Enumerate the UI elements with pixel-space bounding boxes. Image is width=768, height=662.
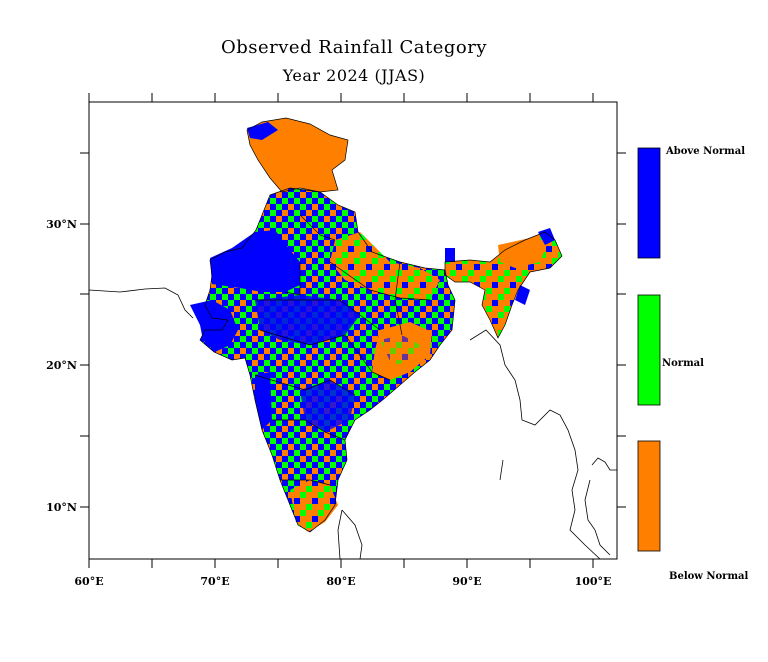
x-tick-label: 60°E — [74, 575, 103, 588]
chart-title: Observed Rainfall Category — [220, 37, 488, 58]
coastline-peninsula — [584, 479, 611, 556]
legend-swatch-below-normal — [637, 440, 661, 552]
x-tick-label: 70°E — [200, 575, 229, 588]
y-tick-label: 20°N — [46, 359, 77, 372]
x-axis: 60°E 70°E 80°E 90°E 100°E — [74, 93, 611, 588]
legend-label: Above Normal — [665, 146, 745, 157]
state-boundaries — [199, 117, 563, 533]
x-tick-label: 100°E — [575, 575, 612, 588]
border-line-west — [89, 287, 194, 319]
legend-swatch-normal — [637, 294, 661, 406]
island-outline — [499, 459, 504, 481]
coastline-islands — [591, 457, 617, 471]
y-axis: 10°N 20°N 30°N — [46, 152, 626, 514]
legend-label: Below Normal — [669, 571, 749, 582]
y-tick-label: 10°N — [46, 501, 77, 514]
legend: Above Normal Normal Below Normal — [637, 146, 749, 582]
legend-label: Normal — [662, 358, 704, 369]
chart-subtitle: Year 2024 (JJAS) — [282, 66, 426, 85]
x-tick-label: 90°E — [452, 575, 481, 588]
rainfall-category-map — [190, 118, 562, 532]
x-tick-label: 80°E — [326, 575, 355, 588]
y-tick-label: 30°N — [46, 218, 77, 231]
legend-swatch-above-normal — [637, 147, 661, 259]
sri-lanka-outline — [337, 509, 363, 559]
coastline-east — [469, 329, 601, 559]
